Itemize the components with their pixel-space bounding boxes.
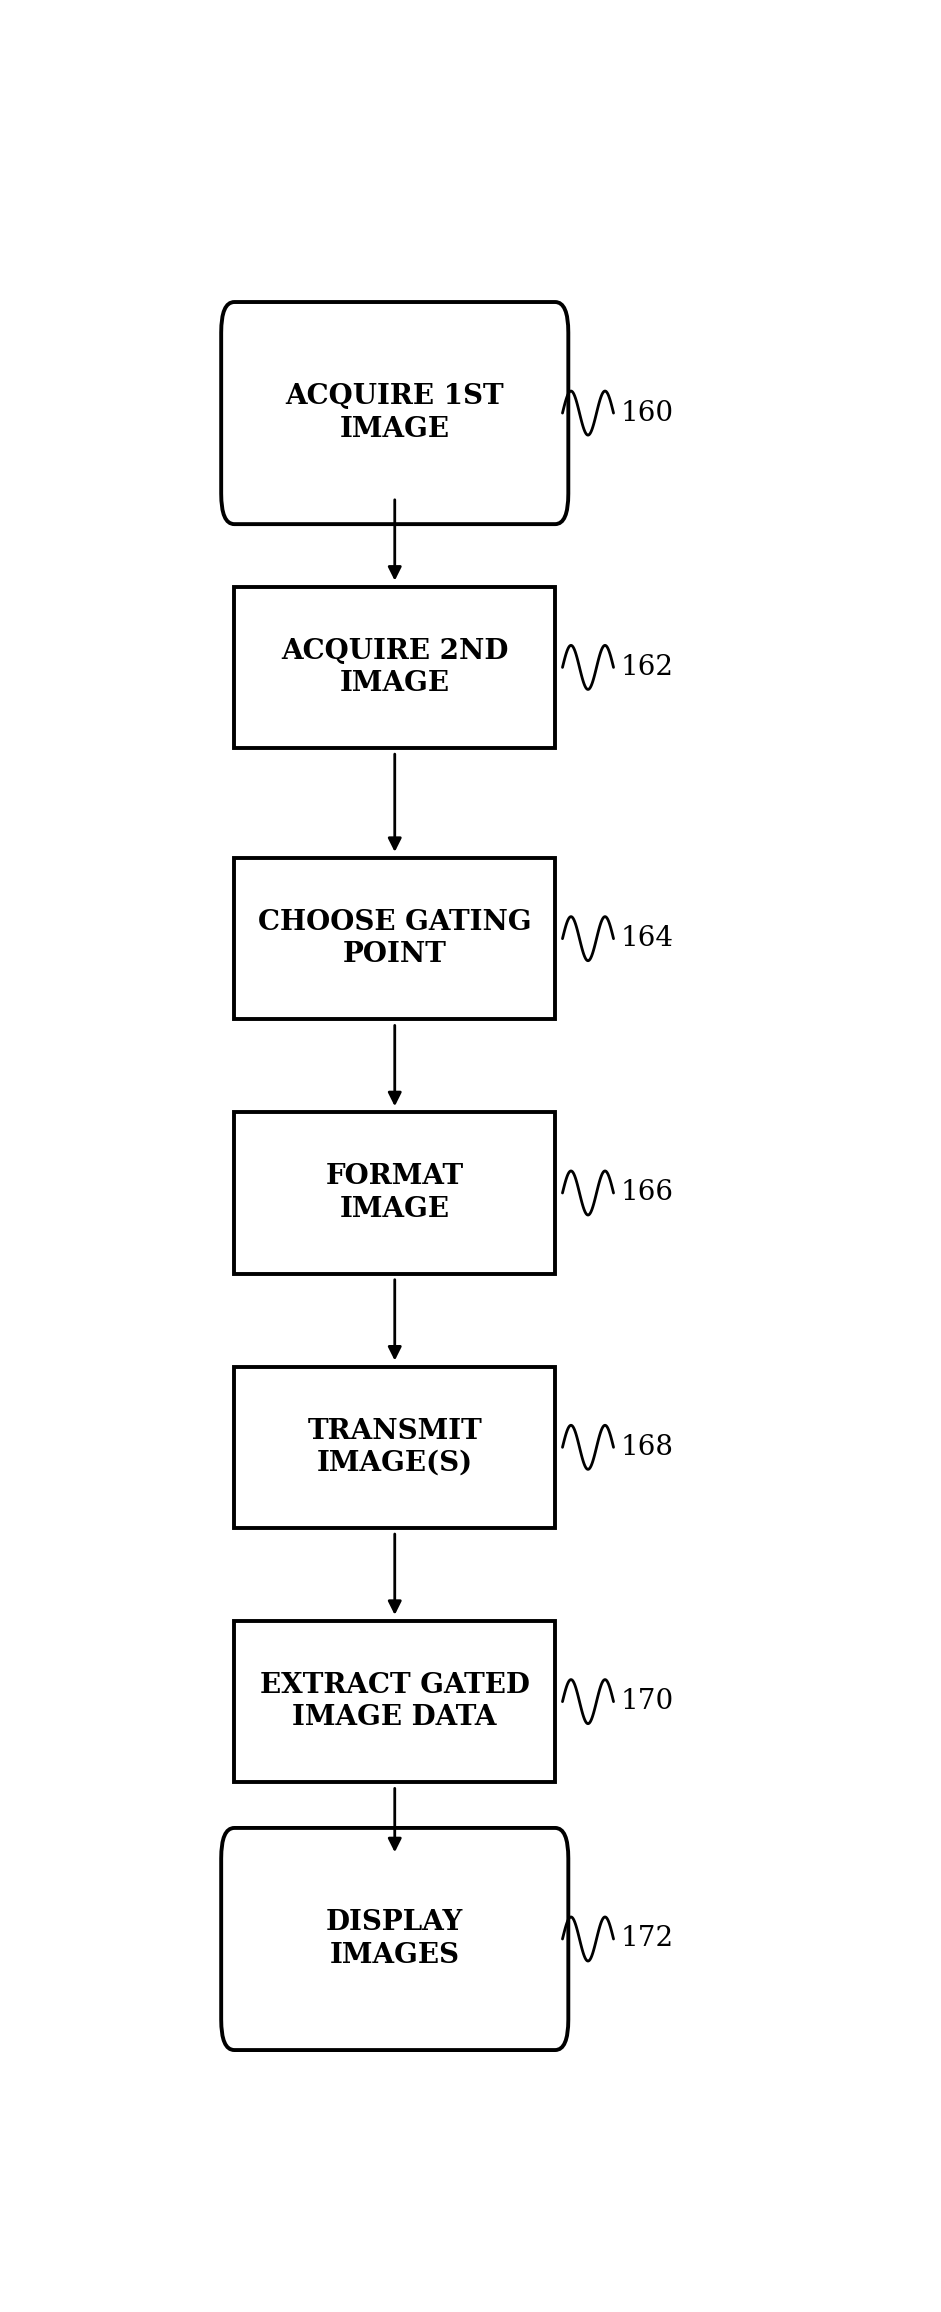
FancyBboxPatch shape xyxy=(234,587,555,749)
FancyBboxPatch shape xyxy=(234,1621,555,1783)
Text: 162: 162 xyxy=(621,654,674,682)
Text: ACQUIRE 2ND
IMAGE: ACQUIRE 2ND IMAGE xyxy=(281,638,508,696)
Text: 168: 168 xyxy=(621,1433,674,1461)
Text: 172: 172 xyxy=(621,1926,674,1954)
FancyBboxPatch shape xyxy=(234,1112,555,1274)
Text: 160: 160 xyxy=(621,400,674,428)
Text: ACQUIRE 1ST
IMAGE: ACQUIRE 1ST IMAGE xyxy=(285,384,504,442)
Text: FORMAT
IMAGE: FORMAT IMAGE xyxy=(326,1163,464,1223)
Text: EXTRACT GATED
IMAGE DATA: EXTRACT GATED IMAGE DATA xyxy=(260,1672,530,1732)
Text: DISPLAY
IMAGES: DISPLAY IMAGES xyxy=(327,1910,463,1968)
FancyBboxPatch shape xyxy=(234,1366,555,1528)
Text: TRANSMIT
IMAGE(S): TRANSMIT IMAGE(S) xyxy=(308,1417,482,1477)
FancyBboxPatch shape xyxy=(234,858,555,1020)
Text: CHOOSE GATING
POINT: CHOOSE GATING POINT xyxy=(258,909,532,969)
FancyBboxPatch shape xyxy=(221,1829,568,2051)
Text: 164: 164 xyxy=(621,925,674,953)
Text: 166: 166 xyxy=(621,1179,674,1207)
Text: 170: 170 xyxy=(621,1688,674,1716)
FancyBboxPatch shape xyxy=(221,303,568,525)
